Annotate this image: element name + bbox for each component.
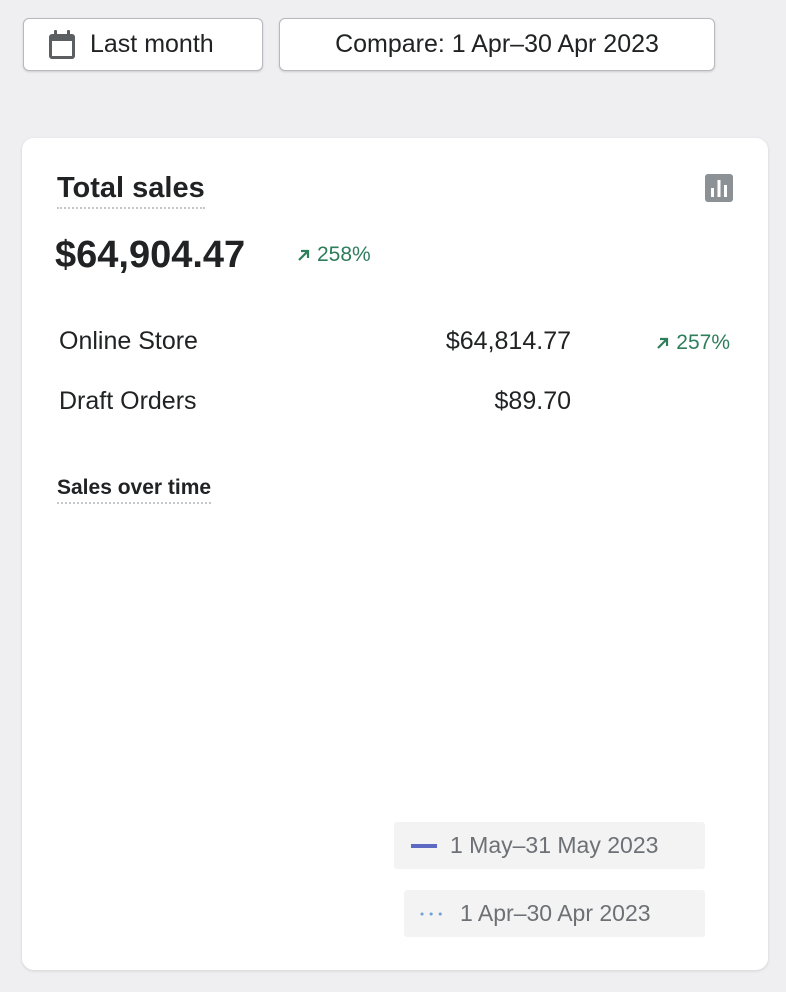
date-range-button[interactable]: Last month bbox=[23, 18, 263, 71]
row-label: Draft Orders bbox=[59, 387, 197, 415]
button-label: Compare: 1 Apr–30 Apr 2023 bbox=[335, 30, 659, 58]
chart-icon[interactable] bbox=[705, 174, 733, 202]
up-arrow bbox=[657, 337, 669, 349]
card-title: Total sales bbox=[57, 172, 205, 209]
button-label: Last month bbox=[90, 30, 214, 58]
compare-button[interactable]: Compare: 1 Apr–30 Apr 2023 bbox=[279, 18, 715, 71]
row-value: $89.70 bbox=[494, 387, 571, 415]
chart-title: Sales over time bbox=[57, 476, 212, 504]
row-change: 257% bbox=[656, 331, 730, 355]
line-chart: -A$20KA$0A$20K1 May9 May17 May25 May bbox=[22, 518, 768, 798]
legend-swatch bbox=[411, 843, 437, 848]
legend-item[interactable]: 1 Apr–30 Apr 2023 bbox=[404, 890, 705, 937]
row-value: $64,814.77 bbox=[445, 327, 571, 355]
legend-label: 1 May–31 May 2023 bbox=[450, 832, 659, 858]
total-value: $64,904.47 bbox=[55, 234, 246, 276]
row-label: Online Store bbox=[59, 327, 198, 355]
calendar-icon bbox=[49, 29, 75, 59]
legend-label: 1 Apr–30 Apr 2023 bbox=[460, 900, 651, 926]
change-text: 257% bbox=[676, 331, 730, 354]
up-arrow bbox=[298, 249, 310, 261]
total-change: 258% bbox=[297, 243, 371, 267]
legend-item[interactable]: 1 May–31 May 2023 bbox=[394, 822, 705, 869]
legend-swatch bbox=[420, 912, 446, 915]
change-text: 258% bbox=[317, 243, 371, 266]
sales-card: Total sales $64,904.47 258% Online Store… bbox=[22, 138, 768, 970]
